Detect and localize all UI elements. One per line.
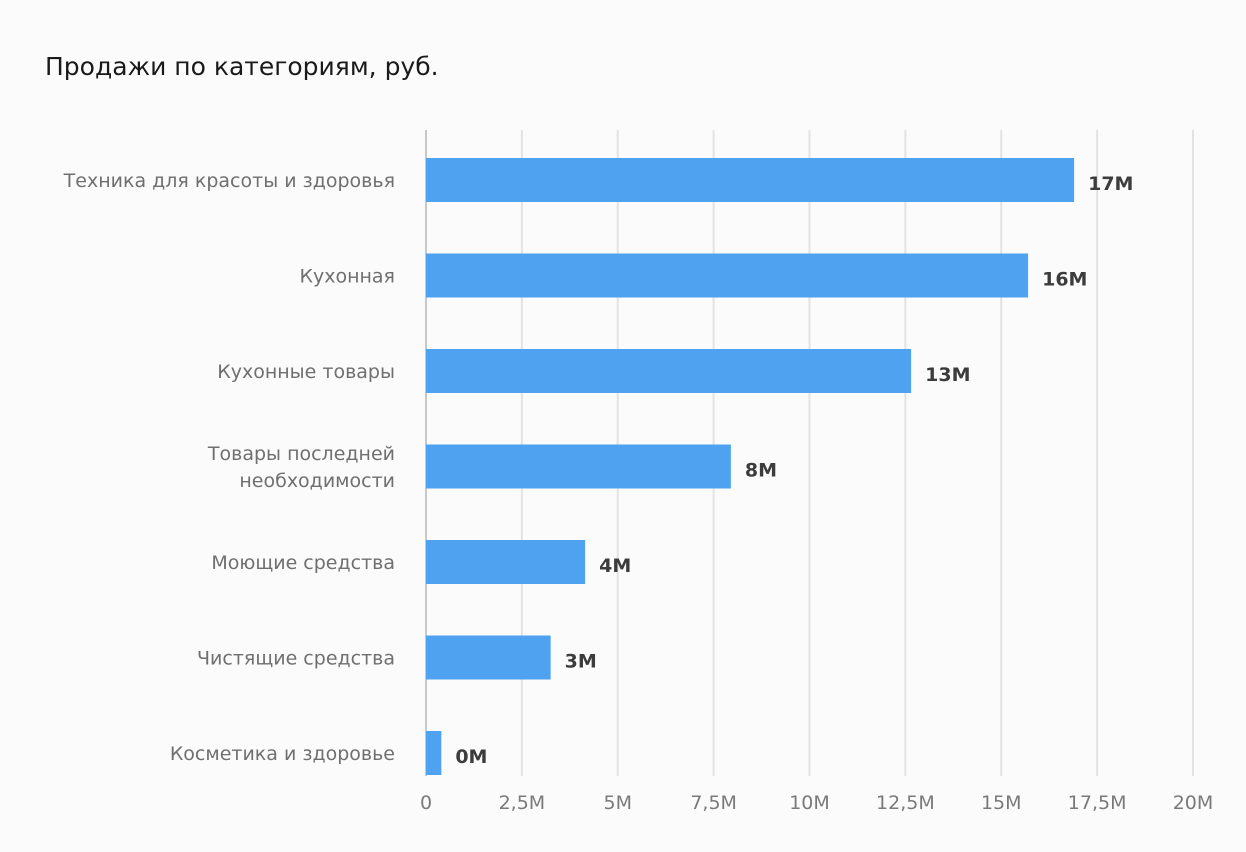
x-tick-label: 12,5M xyxy=(876,792,935,814)
bar xyxy=(426,444,731,489)
bar xyxy=(426,349,912,393)
category-label: Косметика и здоровье xyxy=(170,743,395,765)
bar xyxy=(426,540,586,584)
category-label: Чистящие средства xyxy=(197,648,395,670)
bar xyxy=(426,731,442,775)
category-label-line: необходимости xyxy=(239,470,395,492)
category-label-line: Кухонная xyxy=(299,266,395,288)
labels: 0 2,5M 5M 7,5M 10M 12,5M 15M 17,5M 20M 17M Техника… xyxy=(63,170,1214,814)
category-label-line: Товары последней xyxy=(207,443,395,465)
x-tick-label: 7,5M xyxy=(690,792,737,814)
x-tick-label: 5M xyxy=(604,792,632,814)
data-label: 4M xyxy=(599,555,631,577)
bar xyxy=(426,158,1075,202)
category-label-line: Косметика и здоровье xyxy=(170,743,395,765)
category-label-line: Чистящие средства xyxy=(197,648,395,670)
category-label-line: Моющие средства xyxy=(211,552,395,574)
bar xyxy=(426,635,551,680)
category-label: Товары последней необходимости xyxy=(207,443,395,492)
data-label: 16M xyxy=(1042,269,1087,291)
x-tick-label: 2,5M xyxy=(499,792,546,814)
bars xyxy=(426,158,1075,775)
category-label: Кухонные товары xyxy=(217,361,395,383)
x-tick-label: 15M xyxy=(981,792,1022,814)
data-label: 0M xyxy=(455,746,487,768)
data-label: 8M xyxy=(745,460,777,482)
data-label: 17M xyxy=(1088,173,1133,195)
category-label-line: Техника для красоты и здоровья xyxy=(63,170,395,192)
category-label: Техника для красоты и здоровья xyxy=(63,170,395,192)
category-label-line: Кухонные товары xyxy=(217,361,395,383)
x-tick-label: 10M xyxy=(789,792,830,814)
category-label: Кухонная xyxy=(299,266,395,288)
bar xyxy=(426,253,1029,298)
chart-title: Продажи по категориям, руб. xyxy=(45,52,439,81)
x-tick-label: 17,5M xyxy=(1068,792,1127,814)
category-label: Моющие средства xyxy=(211,552,395,574)
x-tick-label: 0 xyxy=(420,792,432,814)
data-label: 13M xyxy=(925,364,970,386)
data-label: 3M xyxy=(565,651,597,673)
x-tick-label: 20M xyxy=(1173,792,1214,814)
